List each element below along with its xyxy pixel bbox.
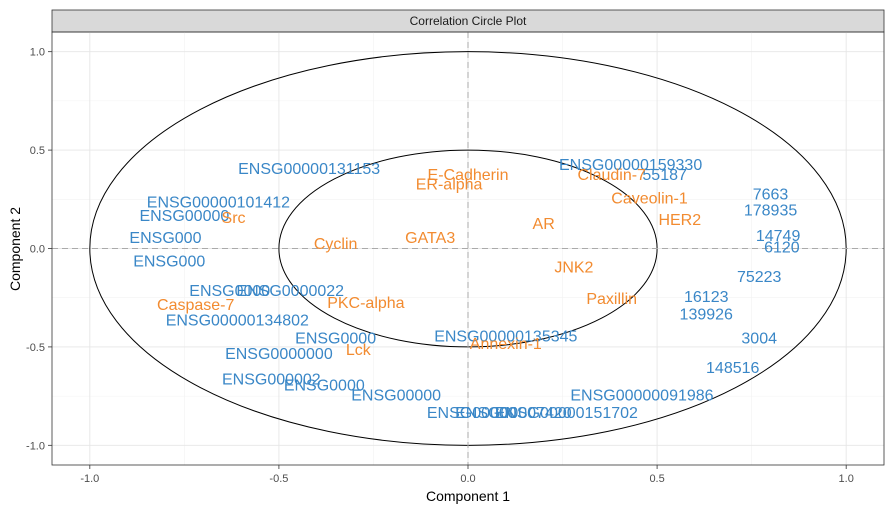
gene-variable-label: ENSG00000134802 bbox=[166, 313, 309, 330]
gene-variable-label: ENSG0000022 bbox=[236, 283, 344, 300]
gene-variable-label: ENSG00000131153 bbox=[238, 161, 380, 178]
gene-variable-label: ENSG000 bbox=[129, 230, 201, 247]
protein-variable-label: GATA3 bbox=[405, 230, 455, 247]
protein-variable-label: Caveolin-1 bbox=[611, 191, 688, 208]
x-tick-label: -1.0 bbox=[80, 473, 99, 485]
reference-lines bbox=[52, 32, 884, 465]
gene-variable-label: ENSG0000 bbox=[295, 330, 376, 347]
gene-variable-label: 75223 bbox=[737, 269, 782, 286]
gene-variable-label: ENSG00000 bbox=[351, 387, 441, 404]
x-tick-label: 0.5 bbox=[649, 473, 664, 485]
protein-variable-label: Src bbox=[222, 210, 246, 227]
gene-variable-label: 3004 bbox=[741, 330, 777, 347]
gene-variable-label: 16123 bbox=[684, 289, 729, 306]
y-tick-label: 0.5 bbox=[30, 145, 45, 157]
protein-variable-label: Annexin-1 bbox=[470, 336, 542, 353]
x-tick-label: 1.0 bbox=[839, 473, 854, 485]
gene-variable-label: ENSG00000135345 bbox=[434, 328, 577, 345]
gene-variable-label: 6120 bbox=[764, 240, 800, 257]
gene-variable-label: ENSG00000159330 bbox=[559, 157, 702, 174]
protein-variable-label: Cyclin bbox=[314, 236, 358, 253]
gene-variable-label: ENSG0000000 bbox=[225, 346, 333, 363]
gene-variable-label: 14749 bbox=[756, 228, 801, 245]
protein-variable-label: E-Cadherin bbox=[428, 167, 509, 184]
x-axis-ticks: -1.0 -0.5 0.0 0.5 1.0 bbox=[80, 465, 854, 485]
y-tick-label: 1.0 bbox=[30, 47, 45, 59]
gene-variable-label: 148516 bbox=[706, 360, 759, 377]
protein-variable-label: AR bbox=[533, 216, 555, 233]
protein-variable-label: Caspase-7 bbox=[157, 297, 234, 314]
gene-variable-label: ENSG00007420 bbox=[455, 405, 572, 422]
y-tick-label: 0.0 bbox=[30, 244, 45, 256]
gene-variable-label: ENSG00000101412 bbox=[147, 194, 290, 211]
y-tick-label: -1.0 bbox=[26, 440, 45, 452]
protein-variable-label: PKC-alpha bbox=[327, 295, 404, 312]
gene-variable-label: ENSG00000091986 bbox=[570, 387, 713, 404]
protein-variable-label: Lck bbox=[346, 342, 372, 359]
protein-variable-label: Claudin-7 bbox=[577, 167, 646, 184]
x-tick-label: -0.5 bbox=[269, 473, 288, 485]
protein-variable-label: JNK2 bbox=[554, 259, 593, 276]
gene-variable-label: 139926 bbox=[680, 307, 733, 324]
gene-variable-label: ENSG0000 bbox=[189, 283, 270, 300]
gene-variable-label: 178935 bbox=[744, 202, 797, 219]
y-axis-ticks: -1.0 -0.5 0.0 0.5 1.0 bbox=[26, 47, 52, 452]
x-tick-label: 0.0 bbox=[460, 473, 475, 485]
protein-variable-label: ER-alpha bbox=[416, 177, 483, 194]
y-axis-label: Component 2 bbox=[7, 207, 23, 291]
gene-variable-label: ENSG000002 bbox=[222, 372, 321, 389]
gene-variable-label: ENSG00000151702 bbox=[495, 405, 638, 422]
gene-variable-label: ENSG000 bbox=[133, 253, 205, 270]
gene-variable-label: 55187 bbox=[642, 167, 687, 184]
gene-variable-label: 7663 bbox=[753, 187, 789, 204]
protein-variable-label: HER2 bbox=[658, 212, 701, 229]
protein-variable-label: Paxillin bbox=[586, 291, 637, 308]
variable-labels: ENSG00000131153ENSG00000101412ENSG00000E… bbox=[129, 157, 800, 422]
gene-variable-label: ENSG0000 bbox=[284, 377, 365, 394]
x-axis-label: Component 1 bbox=[426, 488, 510, 504]
y-tick-label: -0.5 bbox=[26, 342, 45, 354]
gene-variable-label: ENSG00000 bbox=[427, 405, 517, 422]
gene-variable-label: ENSG00000 bbox=[139, 208, 229, 225]
chart-title: Correlation Circle Plot bbox=[410, 14, 527, 28]
